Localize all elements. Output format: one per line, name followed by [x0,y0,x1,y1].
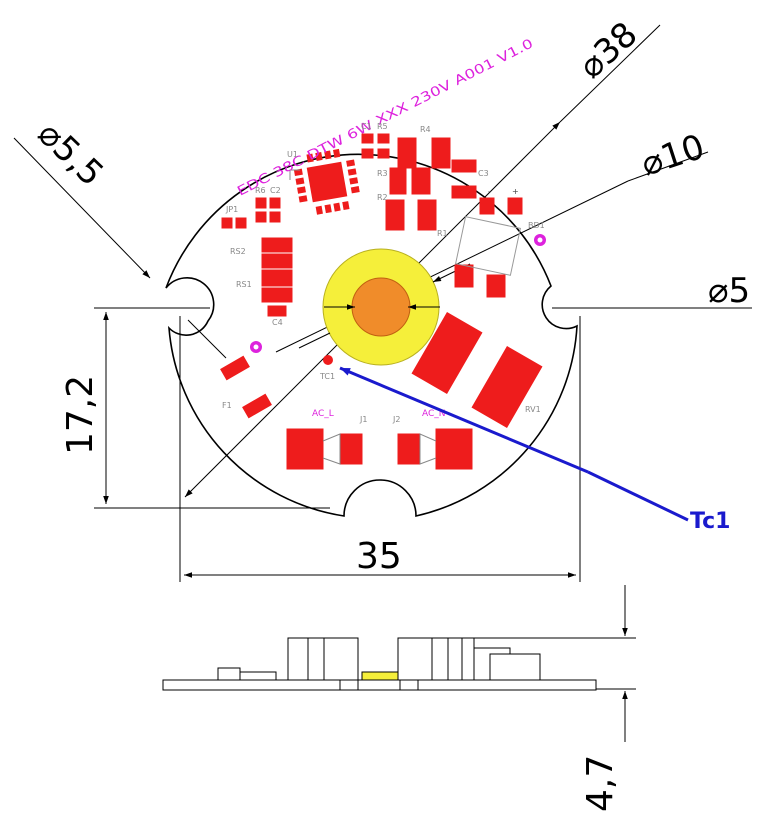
label-tc1-small: TC1 [319,372,335,381]
component-labels: U1 C1 R5 R4 R3 R2 R1 C3 R6 C2 JP1 RS2 RS… [222,122,545,424]
dim-4-7-text: 4,7 [580,755,621,812]
dim-line-10-leader [627,151,709,182]
u1-body [306,161,348,203]
dim-5-text: ⌀5 [708,271,750,311]
label-r1: R1 [437,229,448,238]
component-outlines [289,169,521,465]
dim-line-38 [559,24,661,123]
label-f1: F1 [222,401,232,410]
dim-5-5-text: ⌀5,5 [30,114,111,195]
label-u1: U1 [287,150,298,159]
label-r4: R4 [420,125,431,134]
label-jp1: JP1 [225,205,238,214]
label-c3: C3 [478,169,489,178]
ac-labels: AC_L AC_N [312,409,446,419]
label-bd1: BD1 [528,221,545,230]
dim-line-5-5-leader [13,137,151,279]
label-r5: R5 [377,122,388,131]
dim-35-text: 35 [356,536,402,577]
label-ac-l: AC_L [312,409,334,419]
label-rs2: RS2 [230,247,246,256]
label-r6: R6 [255,186,266,195]
silk-vias [250,234,546,365]
side-view [162,637,597,691]
extension-lines [94,307,752,690]
component-pads [220,133,543,470]
label-rv1: RV1 [525,405,541,414]
label-j2: J2 [392,415,400,424]
label-minus: - [488,187,491,196]
label-r2: R2 [377,193,388,202]
label-j1: J1 [359,415,367,424]
label-r3: R3 [377,169,388,178]
led-core [351,277,411,337]
side-led [361,671,399,681]
tc1-callout-leader [587,470,689,522]
u1-pins [293,148,360,215]
label-rs1: RS1 [236,280,252,289]
label-plus: + [512,187,519,196]
tc1-callout-arrow [339,366,589,474]
label-ac-n: AC_N [422,409,446,419]
dim-17-2-text: 17,2 [60,375,101,455]
label-c1: C1 [361,122,372,131]
label-c2: C2 [270,186,281,195]
tc1-point [323,355,333,365]
tc1-callout-label: Tc1 [690,509,730,534]
dim-line-5-5-inner [187,319,227,359]
dim-10-text: ⌀10 [636,127,709,185]
label-c4: C4 [272,318,283,327]
side-board [162,679,597,691]
dim-38-text: ⌀38 [571,14,645,86]
